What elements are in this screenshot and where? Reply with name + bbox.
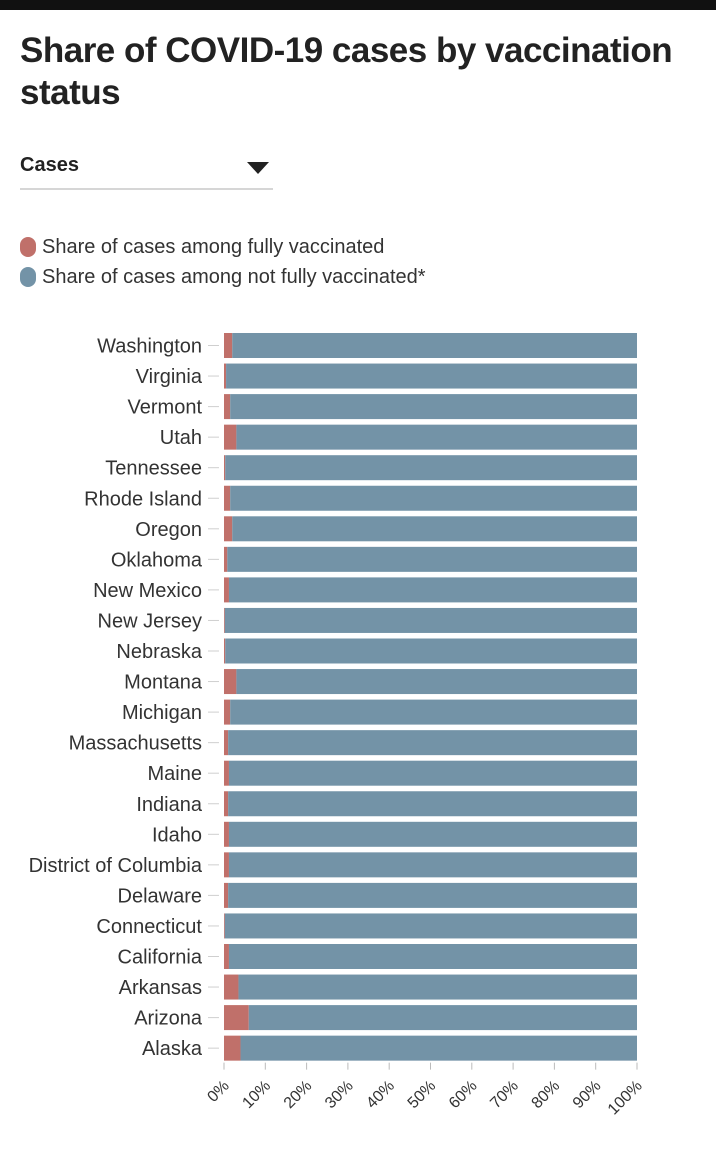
x-tick-label: 70%: [487, 1077, 522, 1112]
bar-not-vaccinated-alaska: [240, 1035, 637, 1061]
bar-not-vaccinated-indiana: [228, 791, 637, 817]
x-tick-label: 40%: [363, 1077, 398, 1112]
bar-vaccinated-michigan: [224, 699, 231, 725]
bar-chart: Washington Virginia Vermont Utah Tennessee Rh…: [29, 333, 646, 1118]
x-tick-label: 30%: [322, 1077, 357, 1112]
category-label-district-of-columbia: District of Columbia: [29, 855, 203, 877]
x-tick-label: 20%: [281, 1077, 316, 1112]
bar-not-vaccinated-michigan: [230, 699, 637, 725]
legend-label-vaccinated: Share of cases among fully vaccinated: [42, 235, 385, 258]
bar-vaccinated-rhode-island: [224, 485, 231, 511]
bar-vaccinated-indiana: [224, 791, 229, 817]
chart-title: Share of COVID-19 cases by vaccination s…: [20, 31, 673, 112]
bar-not-vaccinated-oklahoma: [227, 546, 637, 572]
category-label-idaho: Idaho: [152, 824, 202, 846]
category-label-new-jersey: New Jersey: [98, 610, 202, 632]
x-tick-label: 10%: [239, 1077, 274, 1112]
category-label-oklahoma: Oklahoma: [111, 549, 203, 571]
bar-not-vaccinated-washington: [232, 333, 637, 358]
bar-vaccinated-vermont: [224, 394, 231, 420]
legend-item-vaccinated: Share of cases among fully vaccinated: [20, 232, 426, 262]
bar-not-vaccinated-tennessee: [225, 455, 637, 481]
bar-vaccinated-arizona: [224, 1005, 249, 1031]
category-label-maine: Maine: [148, 763, 202, 785]
bar-not-vaccinated-nebraska: [225, 638, 637, 664]
bar-vaccinated-maine: [224, 760, 229, 786]
category-label-connecticut: Connecticut: [96, 916, 202, 938]
bar-vaccinated-massachusetts: [224, 730, 229, 756]
bar-vaccinated-new-jersey: [224, 607, 225, 633]
x-tick-label: 80%: [529, 1077, 564, 1112]
category-label-oregon: Oregon: [135, 519, 202, 541]
category-label-new-mexico: New Mexico: [93, 580, 202, 602]
bar-not-vaccinated-rhode-island: [230, 485, 637, 511]
bar-vaccinated-washington: [224, 333, 233, 358]
category-label-arkansas: Arkansas: [119, 977, 202, 999]
caret-down-icon: [247, 162, 269, 174]
bar-vaccinated-california: [224, 944, 229, 969]
category-label-california: California: [118, 947, 203, 969]
bar-vaccinated-district-of-columbia: [224, 852, 229, 878]
category-label-arizona: Arizona: [134, 1008, 203, 1030]
category-label-alaska: Alaska: [142, 1038, 203, 1060]
category-label-washington: Washington: [97, 336, 202, 358]
x-tick-label: 60%: [446, 1077, 481, 1112]
category-label-massachusetts: Massachusetts: [69, 733, 202, 755]
legend-swatch-not-vaccinated: [20, 267, 36, 287]
category-label-montana: Montana: [124, 672, 203, 694]
bar-not-vaccinated-new-jersey: [224, 607, 638, 633]
bar-vaccinated-new-mexico: [224, 577, 229, 603]
x-tick-label: 90%: [570, 1077, 605, 1112]
x-tick-label: 100%: [605, 1077, 646, 1118]
bar-not-vaccinated-vermont: [230, 394, 637, 420]
metric-dropdown[interactable]: Cases: [20, 148, 273, 190]
legend-label-not-vaccinated: Share of cases among not fully vaccinate…: [42, 265, 426, 288]
category-label-rhode-island: Rhode Island: [84, 488, 202, 510]
bar-not-vaccinated-idaho: [228, 821, 637, 847]
bar-vaccinated-arkansas: [224, 974, 239, 1000]
bar-vaccinated-montana: [224, 669, 237, 695]
bar-not-vaccinated-arizona: [248, 1005, 637, 1031]
bar-vaccinated-alaska: [224, 1035, 241, 1061]
bar-not-vaccinated-montana: [236, 669, 637, 695]
bar-vaccinated-oregon: [224, 516, 233, 542]
bar-not-vaccinated-arkansas: [238, 974, 637, 1000]
bar-not-vaccinated-maine: [228, 760, 637, 786]
category-label-indiana: Indiana: [136, 794, 202, 816]
category-label-utah: Utah: [160, 427, 202, 449]
category-label-virginia: Virginia: [136, 366, 203, 388]
bar-vaccinated-delaware: [224, 882, 229, 908]
dropdown-selected-value: Cases: [20, 154, 79, 176]
legend-swatch-vaccinated: [20, 237, 36, 257]
bar-not-vaccinated-district-of-columbia: [228, 852, 637, 878]
bar-not-vaccinated-virginia: [226, 363, 637, 389]
legend: Share of cases among fully vaccinated Sh…: [20, 232, 426, 292]
bar-vaccinated-connecticut: [224, 913, 225, 939]
bar-not-vaccinated-delaware: [228, 882, 637, 908]
category-label-vermont: Vermont: [128, 397, 203, 419]
bar-not-vaccinated-utah: [236, 424, 637, 450]
x-tick-label: 50%: [405, 1077, 440, 1112]
bar-vaccinated-nebraska: [224, 638, 226, 664]
bar-vaccinated-utah: [224, 424, 237, 450]
x-tick-label: 0%: [204, 1077, 232, 1105]
category-label-tennessee: Tennessee: [105, 458, 202, 480]
bar-not-vaccinated-california: [228, 944, 637, 969]
bar-not-vaccinated-massachusetts: [228, 730, 637, 756]
legend-item-not-vaccinated: Share of cases among not fully vaccinate…: [20, 262, 426, 292]
top-rule: [0, 0, 716, 10]
bar-vaccinated-idaho: [224, 821, 229, 847]
category-label-nebraska: Nebraska: [116, 641, 202, 663]
bar-vaccinated-tennessee: [224, 455, 226, 481]
category-label-michigan: Michigan: [122, 702, 202, 724]
bar-not-vaccinated-oregon: [232, 516, 637, 542]
bar-vaccinated-virginia: [224, 363, 227, 389]
bar-not-vaccinated-new-mexico: [228, 577, 637, 603]
bar-not-vaccinated-connecticut: [224, 913, 638, 939]
category-label-delaware: Delaware: [118, 885, 202, 907]
bar-vaccinated-oklahoma: [224, 546, 228, 572]
